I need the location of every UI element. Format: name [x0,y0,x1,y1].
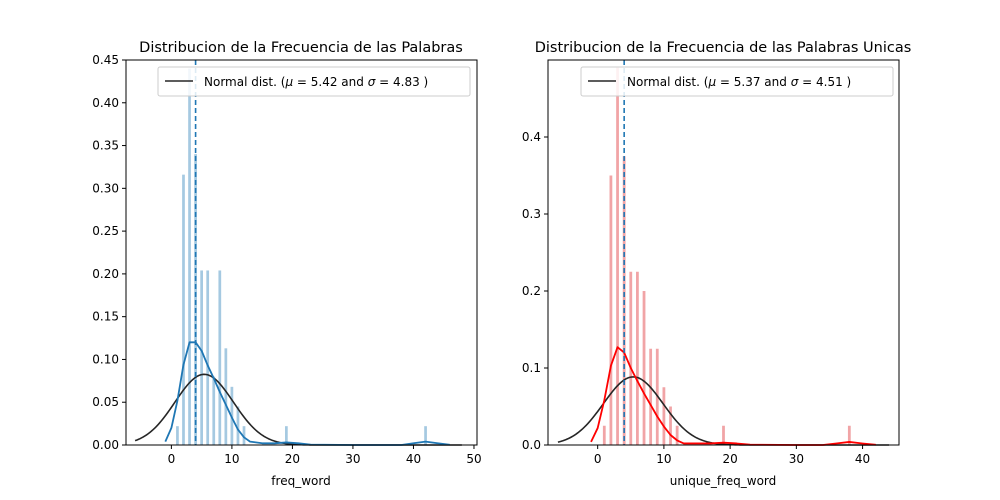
chart-panel-word-frequency: Distribucion de la Frecuencia de las Pal… [92,40,481,488]
y-tick-label: 0.30 [92,181,119,195]
histogram-bar [206,270,210,445]
x-tick-label: 0 [168,452,176,466]
histogram-bar [642,291,646,445]
y-tick-label: 0.35 [92,139,119,153]
histogram-bar [649,348,653,445]
legend-box [157,66,471,97]
histogram-bar [236,406,240,445]
legend-label: Normal dist. (μ = 5.37 and σ = 4.51 ) [627,75,851,89]
histogram-bar [194,154,197,446]
legend: Normal dist. (μ = 5.42 and σ = 4.83 ) [157,66,471,97]
y-tick-label: 0.4 [522,130,541,144]
x-tick-label: 0 [594,452,602,466]
x-axis-label: freq_word [271,474,330,488]
histogram-bar [669,406,672,445]
y-tick-label: 0.0 [522,438,541,452]
chart-panel-unique-word-frequency: Distribucion de la Frecuencia de las Pal… [522,40,911,488]
x-tick-label: 30 [345,452,360,466]
y-tick-label: 0.2 [522,284,541,298]
histogram-bar [218,270,222,445]
y-tick-label: 0.1 [522,361,541,375]
x-tick-label: 20 [722,452,737,466]
x-tick-label: 30 [789,452,804,466]
histogram-bar [662,387,666,445]
plot-area: 0 10 20 30 40 0.0 0.1 0.2 0.3 0.4 [522,59,900,466]
histogram-bar [182,174,185,445]
kde-curve [590,346,876,446]
histogram-bar [602,425,606,445]
y-tick-label: 0.05 [92,395,119,409]
histogram-bar [424,426,427,445]
histogram-bar [675,425,679,445]
histogram-bar [224,348,228,445]
x-tick-label: 40 [406,452,421,466]
y-tick-label: 0.25 [92,224,119,238]
plot-area: 0 10 20 30 40 50 0.00 0.05 0.10 0.15 0.20 0.25 0.30 0… [92,53,481,466]
histogram-bar [200,270,203,445]
histogram-bar [285,426,288,445]
y-tick-label: 0.00 [92,438,119,452]
histogram-bar [616,67,619,445]
y-tick-label: 0.10 [92,352,119,366]
legend-box [580,66,894,97]
x-tick-label: 20 [285,452,300,466]
histogram-bar [242,426,246,445]
chart-title: Distribucion de la Frecuencia de las Pal… [535,40,912,56]
histogram-bar [722,425,725,445]
histogram-bar [188,68,191,445]
legend: Normal dist. (μ = 5.37 and σ = 4.51 ) [580,66,894,97]
histogram-bar [636,271,639,445]
x-tick-label: 50 [466,452,481,466]
histogram-bar [609,175,613,445]
legend-label: Normal dist. (μ = 5.42 and σ = 4.83 ) [204,75,428,89]
histogram-bar [212,376,216,445]
axes-frame [547,59,900,446]
y-tick-label: 0.45 [92,53,119,67]
histogram-bar [847,425,851,445]
x-tick-label: 10 [656,452,671,466]
histogram-bar [629,271,633,445]
y-tick-label: 0.40 [92,96,119,110]
y-tick-label: 0.15 [92,310,119,324]
y-tick-label: 0.20 [92,267,119,281]
x-tick-label: 10 [224,452,239,466]
histogram-bar [176,426,179,445]
axes-frame [125,59,478,446]
y-tick-label: 0.3 [522,207,541,221]
x-tick-label: 40 [855,452,870,466]
chart-title: Distribucion de la Frecuencia de las Pal… [139,40,463,56]
x-axis-label: unique_freq_word [670,474,777,488]
